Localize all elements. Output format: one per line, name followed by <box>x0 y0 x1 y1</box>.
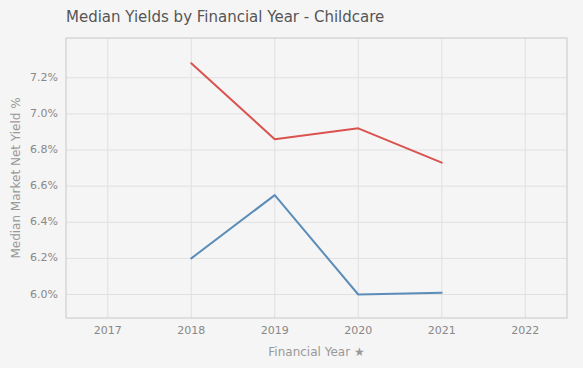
y-tick-label: 6.6% <box>30 179 58 192</box>
chart-title: Median Yields by Financial Year - Childc… <box>66 8 384 26</box>
grid <box>66 38 567 318</box>
x-tick-label: 2018 <box>177 324 205 337</box>
plot-frame <box>66 38 567 318</box>
x-tick-label: 2017 <box>94 324 122 337</box>
y-axis: 6.0% 6.2% 6.4% 6.6% 6.8% 7.0% 7.2% <box>30 71 58 301</box>
y-grid-line <box>66 294 567 295</box>
x-axis: 2017 2018 2019 2020 2021 2022 <box>94 324 540 337</box>
series-line <box>191 195 442 294</box>
y-grid-line <box>66 113 567 114</box>
y-grid-line <box>66 150 567 151</box>
x-grid-line <box>191 38 192 318</box>
y-tick-label: 6.4% <box>30 215 58 228</box>
x-grid-line <box>107 38 108 318</box>
y-tick-label: 6.0% <box>30 288 58 301</box>
y-grid-line <box>66 186 567 187</box>
y-tick-label: 7.0% <box>30 107 58 120</box>
x-tick-label: 2019 <box>261 324 289 337</box>
x-tick-label: 2020 <box>344 324 372 337</box>
chart-svg: 2017 2018 2019 2020 2021 2022 6.0% 6.2% 6.4% 6.6%… <box>0 0 583 368</box>
background <box>0 0 583 368</box>
y-tick-label: 6.2% <box>30 251 58 264</box>
x-axis-label: Financial Year ★ <box>268 345 364 359</box>
y-tick-label: 6.8% <box>30 143 58 156</box>
x-grid-line <box>358 38 359 318</box>
y-grid-line <box>66 222 567 223</box>
y-axis-label: Median Market Net Yield % <box>9 97 23 258</box>
series-line <box>191 63 442 162</box>
x-grid-line <box>274 38 275 318</box>
y-grid-line <box>66 258 567 259</box>
x-grid-line <box>441 38 442 318</box>
y-grid-line <box>66 77 567 78</box>
y-tick-label: 7.2% <box>30 71 58 84</box>
x-tick-label: 2022 <box>511 324 539 337</box>
lines <box>191 63 442 294</box>
x-grid-line <box>525 38 526 318</box>
chart-container: 2017 2018 2019 2020 2021 2022 6.0% 6.2% 6.4% 6.6%… <box>0 0 583 368</box>
x-tick-label: 2021 <box>428 324 456 337</box>
